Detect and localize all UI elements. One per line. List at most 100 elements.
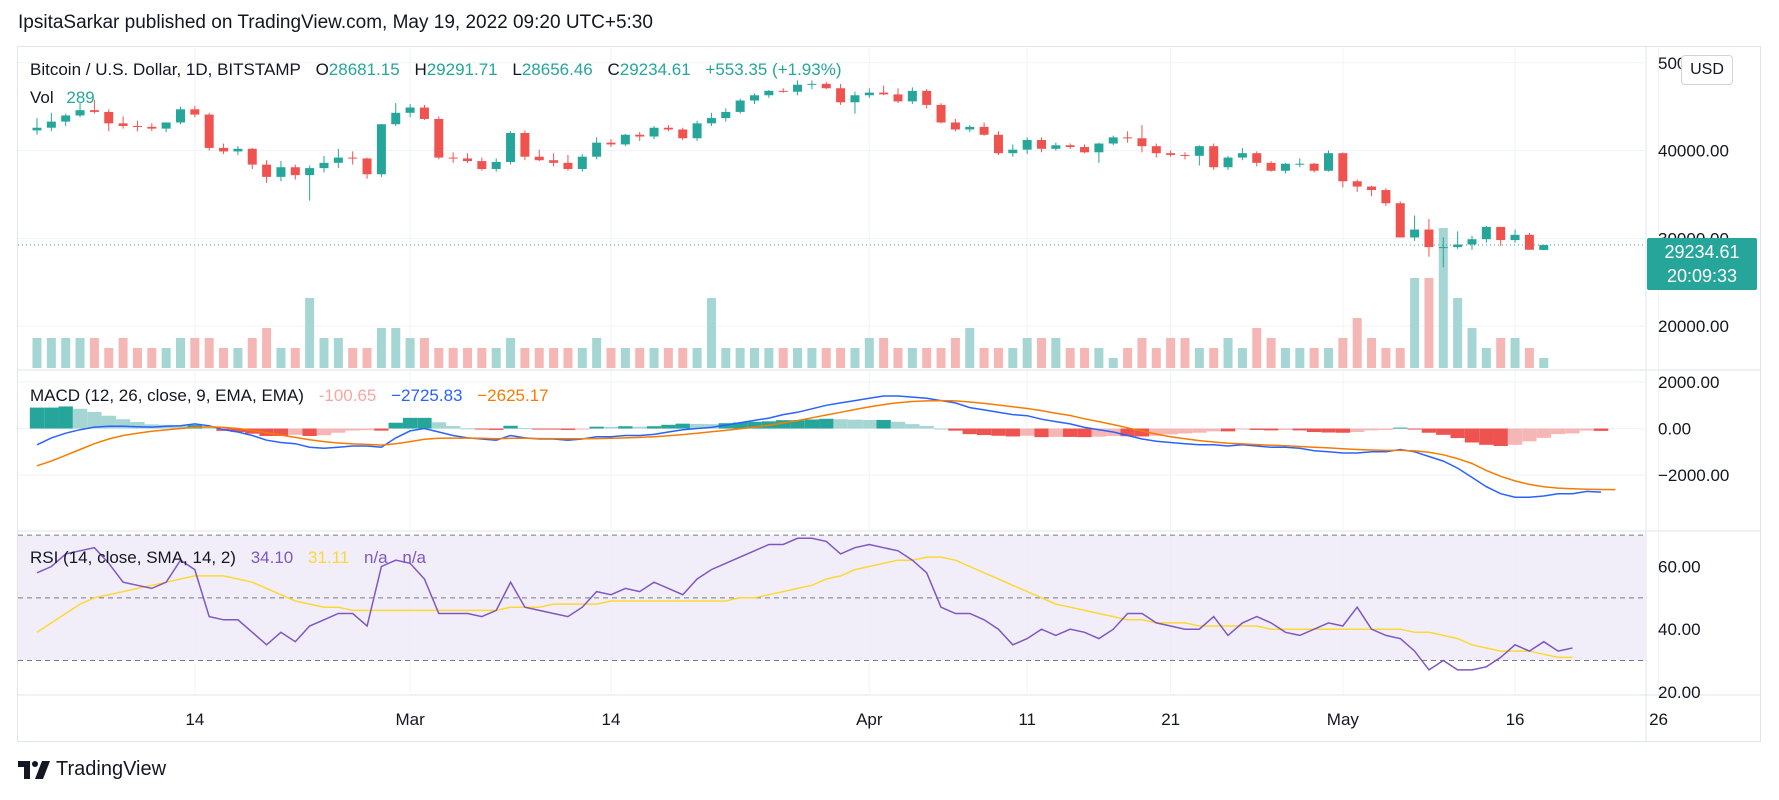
candle-body <box>821 83 831 89</box>
macd-histogram-bar <box>1278 428 1293 430</box>
volume-bar <box>1453 298 1463 368</box>
macd-histogram-bar <box>819 418 834 429</box>
candle-body <box>778 90 788 92</box>
footer-brand[interactable]: TradingView <box>18 758 166 781</box>
candle-body <box>491 161 501 169</box>
volume-bar <box>879 338 889 368</box>
volume-bar <box>32 338 42 368</box>
macd-histogram-bar <box>230 428 246 433</box>
macd-histogram-bar <box>489 428 504 430</box>
candle-body <box>563 162 573 169</box>
candle-body <box>204 114 214 148</box>
macd-histogram-bar <box>790 420 805 429</box>
macd-histogram-bar <box>862 419 877 429</box>
volume-bar <box>1123 348 1133 368</box>
macd-histogram-bar <box>130 422 145 429</box>
symbol-legend: Bitcoin / U.S. Dollar, 1D, BITSTAMP O286… <box>30 60 846 80</box>
volume-bar <box>1022 338 1032 368</box>
macd-histogram-bar <box>1421 428 1437 433</box>
volume-bar <box>907 348 917 368</box>
macd-histogram-bar <box>1235 428 1250 430</box>
macd-histogram-bar <box>661 424 676 429</box>
macd-histogram-bar <box>919 425 934 429</box>
candle-body <box>1424 229 1434 248</box>
volume-bar <box>362 348 372 368</box>
candle-body <box>1037 140 1046 149</box>
volume-bar <box>520 348 530 368</box>
candle-body <box>922 90 932 105</box>
macd-histogram-bar <box>704 424 719 429</box>
volume-bar <box>534 348 544 368</box>
candle-body <box>879 92 889 95</box>
macd-histogram-bar <box>575 428 590 430</box>
macd-histogram-bar <box>1579 428 1594 431</box>
candle-body <box>1539 245 1549 250</box>
macd-histogram-bar <box>1034 428 1049 438</box>
candle-body <box>477 161 487 169</box>
last-price-value: 29234.61 <box>1664 242 1740 262</box>
candle-body <box>620 134 630 145</box>
macd-histogram-bar <box>948 428 963 431</box>
macd-histogram-bar <box>359 428 375 431</box>
volume-bar <box>993 348 1003 368</box>
volume-bar <box>1223 338 1233 368</box>
volume-bar <box>1280 348 1290 368</box>
macd-histogram-bar <box>1550 428 1566 435</box>
candle-body <box>1022 140 1032 150</box>
macd-histogram-bar <box>460 428 475 430</box>
macd-histogram-bar <box>876 419 891 429</box>
y-tick-label: 2000.00 <box>1658 373 1719 392</box>
macd-histogram-bar <box>29 407 45 429</box>
volume-bar <box>132 348 142 368</box>
low-value: 28656.46 <box>521 60 593 79</box>
volume-bar <box>477 348 487 368</box>
candle-body <box>176 109 185 123</box>
volume-bar <box>1510 338 1520 368</box>
candle-body <box>233 148 243 152</box>
macd-histogram-bar <box>58 406 73 429</box>
macd-histogram-bar <box>532 428 547 430</box>
y-tick-label: 20000.00 <box>1658 317 1729 336</box>
macd-histogram-bar <box>345 428 360 431</box>
volume-bar <box>1496 338 1506 368</box>
macd-histogram-bar <box>1335 428 1351 433</box>
volume-bar <box>319 338 329 368</box>
candle-body <box>592 142 602 157</box>
currency-button[interactable]: USD <box>1681 55 1733 85</box>
candle-body <box>750 95 759 101</box>
candle-body <box>391 112 401 125</box>
candle-body <box>1252 153 1262 163</box>
macd-histogram-bar <box>732 422 748 429</box>
candle-body <box>864 92 874 96</box>
x-tick-label: 14 <box>185 710 204 729</box>
macd-histogram-bar <box>1436 428 1451 435</box>
volume-bar <box>491 348 501 368</box>
macd-histogram-bar <box>1091 428 1107 437</box>
volume-bar <box>807 348 817 368</box>
volume-bar <box>821 348 831 368</box>
volume-bar <box>965 328 975 368</box>
volume-bar <box>922 348 932 368</box>
volume-bar <box>1524 348 1534 368</box>
volume-bar <box>233 348 243 368</box>
macd-histogram-bar <box>503 425 518 429</box>
candle-body <box>807 83 817 85</box>
candle-body <box>850 95 860 103</box>
candle-body <box>305 168 315 176</box>
candle-body <box>161 122 171 129</box>
macd-histogram-bar <box>1507 428 1523 445</box>
candle-body <box>405 107 415 113</box>
macd-histogram-bar <box>890 421 906 429</box>
macd-histogram-bar <box>1163 428 1178 435</box>
candle-body <box>319 162 329 169</box>
low-label: L <box>512 60 522 79</box>
candle-body <box>635 134 645 137</box>
volume-bar <box>1367 338 1377 368</box>
macd-histogram-bar <box>962 428 977 435</box>
volume-bar <box>1037 338 1046 368</box>
volume-bar <box>419 338 429 368</box>
macd-histogram-bar <box>445 425 461 429</box>
candle-body <box>1410 229 1420 238</box>
bar-countdown: 20:09:33 <box>1666 266 1738 286</box>
